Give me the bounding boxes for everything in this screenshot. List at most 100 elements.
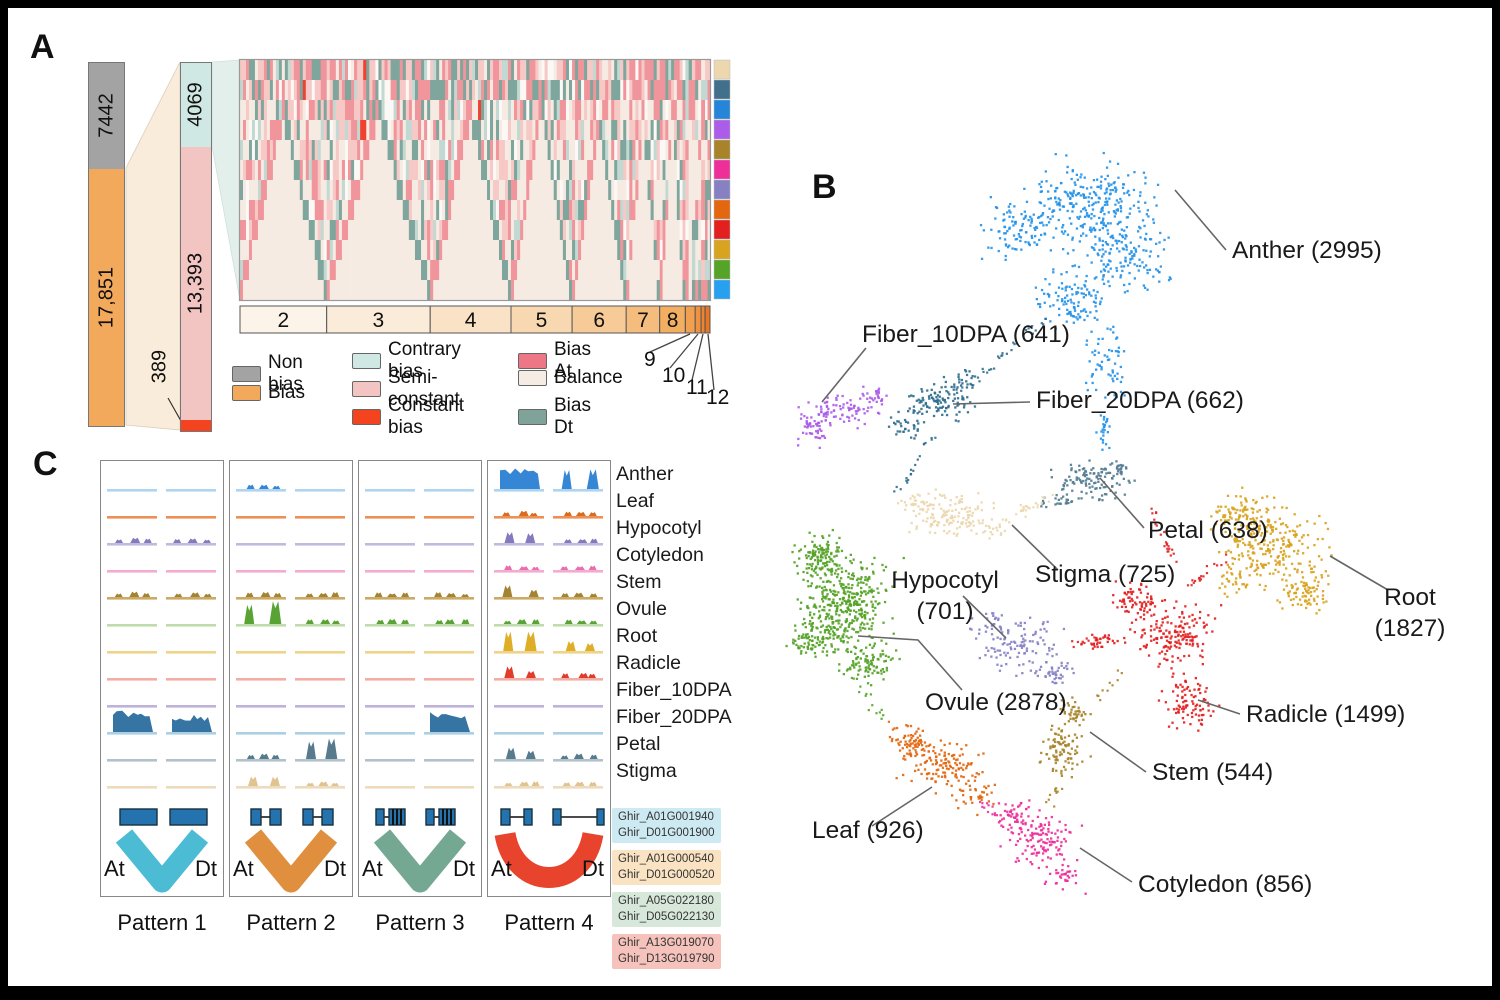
homoeolog-ribbon bbox=[373, 829, 467, 893]
cluster-hypocotyl bbox=[969, 612, 1075, 685]
cluster-bridge bbox=[1071, 636, 1099, 649]
axis-tick-label: 11 bbox=[686, 376, 708, 399]
gene-pair-legend: Ghir_A01G001940 Ghir_D01G001900 Ghir_A01G0… bbox=[612, 808, 721, 976]
legend-item-bias-at: Bias At bbox=[518, 339, 591, 383]
gene-id: Ghir_D01G000520 bbox=[618, 868, 715, 881]
leader-line-anther bbox=[1174, 189, 1227, 251]
cluster-bridge bbox=[850, 676, 885, 720]
at-label: At bbox=[491, 856, 512, 881]
cluster-bridge bbox=[893, 436, 937, 493]
tissue-label-list: Anther Leaf Hypocotyl Cotyledon Stem Ovule Roo… bbox=[616, 461, 732, 785]
dt-label: Dt bbox=[324, 856, 346, 881]
legend-swatch bbox=[232, 366, 261, 382]
legend-label: Bias At bbox=[554, 339, 591, 382]
cluster-bridge bbox=[1150, 507, 1178, 563]
bar-segment-bias: 17,851 bbox=[89, 169, 124, 426]
leader-line-root bbox=[1329, 555, 1389, 591]
legend-swatch bbox=[352, 409, 381, 425]
dt-label: Dt bbox=[195, 856, 217, 881]
cluster-label-petal: Petal (638) bbox=[1148, 517, 1268, 544]
bar-segment-non-bias: 7442 bbox=[89, 63, 124, 169]
gene-id: Ghir_A05G022180 bbox=[618, 895, 714, 908]
cluster-bridge bbox=[1186, 553, 1228, 587]
legend-label: Constant bias bbox=[388, 395, 465, 438]
pattern-caption: Pattern 2 bbox=[246, 910, 335, 935]
cluster-label-root: (1827) bbox=[1375, 615, 1446, 642]
axis-tick-label: 2 bbox=[278, 309, 290, 332]
dt-label: Dt bbox=[582, 856, 604, 881]
legend-swatch bbox=[518, 409, 547, 425]
cluster-cotyledon bbox=[993, 799, 1087, 895]
cluster-label-stem: Stem (544) bbox=[1152, 759, 1273, 786]
cluster-petal bbox=[1040, 459, 1136, 509]
leader-line-fiber_10dpa bbox=[821, 347, 867, 403]
gene-pair-4: Ghir_A13G019070 Ghir_D13G019790 bbox=[612, 934, 721, 970]
cluster-bridge bbox=[1096, 669, 1123, 702]
bar-segment-value: 7442 bbox=[95, 93, 117, 138]
legend-swatch bbox=[518, 353, 547, 369]
cluster-leaf bbox=[888, 724, 996, 817]
legend-label: Bias Dt bbox=[554, 395, 591, 438]
pattern-caption: Pattern 1 bbox=[117, 910, 206, 935]
tissue-label-hypocotyl: Hypocotyl bbox=[616, 517, 702, 539]
tissue-label-anther: Anther bbox=[616, 463, 674, 485]
axis-tick-label: 7 bbox=[637, 309, 649, 332]
legend-label: Balance bbox=[554, 367, 623, 388]
tissue-label-ovule: Ovule bbox=[616, 598, 667, 620]
at-label: At bbox=[104, 856, 125, 881]
cluster-bridge bbox=[1001, 493, 1054, 524]
axis-tick-label: 10 bbox=[662, 364, 685, 387]
legend-label: Contrary bias bbox=[388, 339, 461, 382]
leader-line-ovule bbox=[857, 635, 963, 691]
gene-model-long_intron bbox=[500, 808, 605, 826]
gene-model-single bbox=[119, 808, 208, 826]
cluster-fiber_10dpa bbox=[797, 385, 888, 449]
umap-scatter-chart: Anther (2995) Fiber_10DPA (641) Fiber_20DP… bbox=[785, 151, 1446, 898]
at-label: At bbox=[362, 856, 383, 881]
cluster-ovule bbox=[785, 528, 905, 687]
legend-swatch bbox=[232, 385, 261, 401]
cluster-label-fiber_20dpa: Fiber_20DPA (662) bbox=[1036, 387, 1244, 414]
gene-id: Ghir_A01G000540 bbox=[618, 853, 714, 866]
homoeolog-ribbon bbox=[494, 831, 604, 888]
legend-swatch bbox=[518, 370, 547, 386]
axis-tick-label: 3 bbox=[373, 309, 385, 332]
axis-tick-label: 12 bbox=[706, 386, 729, 409]
cluster-label-fiber_10dpa: Fiber_10DPA (641) bbox=[862, 321, 1070, 348]
leader-line-fiber_20dpa bbox=[952, 401, 1031, 405]
leader-line-radicle bbox=[1197, 699, 1241, 715]
cluster-bridge bbox=[887, 720, 930, 753]
cluster-label-ovule: Ovule (2878) bbox=[925, 689, 1067, 716]
cluster-label-cotyledon: Cotyledon (856) bbox=[1138, 871, 1312, 898]
cluster-label-radicle: Radicle (1499) bbox=[1246, 701, 1405, 728]
frame-right bbox=[1492, 0, 1500, 1000]
cluster-bridge bbox=[979, 800, 1004, 821]
tissue-label-petal: Petal bbox=[616, 733, 661, 755]
bar-segment-contrary-bias: 4069 bbox=[181, 63, 211, 147]
leader-line-cotyledon bbox=[1079, 847, 1133, 883]
expression-tracks-chart: At Dt Pattern 1 At Dt Pattern 2 At Dt Pattern 3 A… bbox=[104, 468, 605, 935]
leader-line-leaf bbox=[871, 786, 933, 827]
panel-a-label: A bbox=[30, 28, 55, 66]
panel-c-label: C bbox=[33, 445, 58, 483]
gene-id: Ghir_D01G001900 bbox=[618, 826, 715, 839]
legend-item-constant-bias: Constant bias bbox=[352, 395, 464, 439]
cluster-anther bbox=[979, 151, 1172, 451]
cluster-label-hypocotyl: Hypocotyl bbox=[891, 567, 999, 594]
legend-item-bias-dt: Bias Dt bbox=[518, 395, 591, 439]
gene-id: Ghir_D13G019790 bbox=[618, 952, 715, 965]
cluster-label-stigma: Stigma (725) bbox=[1035, 561, 1175, 588]
tissue-label-fiber_10dpa: Fiber_10DPA bbox=[616, 679, 732, 701]
gene-id: Ghir_A01G001940 bbox=[618, 811, 714, 823]
legend-item-non-bias: Non bias bbox=[232, 352, 303, 396]
tracks-pattern-3 bbox=[365, 489, 474, 789]
frame-left bbox=[0, 0, 8, 1000]
cluster-fiber_20dpa bbox=[887, 369, 977, 440]
axis-tick-label: 6 bbox=[593, 309, 605, 332]
gene-pair-1: Ghir_A01G001940 Ghir_D01G001900 bbox=[612, 808, 721, 844]
cluster-stigma bbox=[896, 488, 1006, 540]
homoeolog-ribbon bbox=[115, 829, 209, 893]
cluster-label-root: Root bbox=[1384, 584, 1436, 611]
axis-tick-label: 8 bbox=[667, 309, 679, 332]
homoeolog-ribbon bbox=[244, 829, 338, 893]
